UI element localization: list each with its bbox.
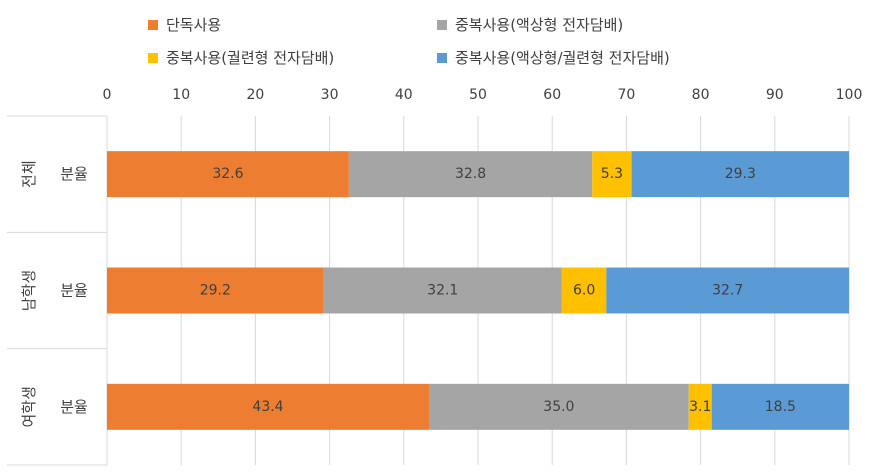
data-label-1-0: 29.2 — [200, 283, 231, 299]
legend-label-1: 중복사용(액상형 전자담배) — [455, 16, 623, 34]
group-label-2: 여학생 — [20, 386, 38, 427]
bar-1-1 — [323, 267, 562, 314]
data-label-2-2: 3.1 — [689, 399, 711, 415]
data-label-2-1: 35.0 — [543, 399, 574, 415]
tick-label-80: 80 — [692, 87, 710, 103]
tick-label-60: 60 — [543, 87, 561, 103]
bar-0-3 — [631, 151, 849, 198]
category-label-2: 분율 — [60, 398, 88, 416]
data-label-2-0: 43.4 — [252, 399, 283, 415]
group-label-1: 남학생 — [20, 270, 38, 311]
data-label-1-3: 32.7 — [712, 283, 743, 299]
tick-label-30: 30 — [321, 87, 339, 103]
legend-label-3: 중복사용(액상형/궐련형 전자담배) — [455, 49, 670, 67]
bar-0-1 — [348, 151, 593, 198]
data-label-0-2: 5.3 — [601, 166, 623, 182]
bar-1-2 — [561, 267, 607, 314]
data-label-0-1: 32.8 — [455, 166, 486, 182]
data-label-2-3: 18.5 — [765, 399, 796, 415]
x-axis-ticks: 0 10 20 30 40 50 60 70 80 90 100 — [103, 87, 863, 103]
legend-swatch-1 — [437, 20, 447, 30]
group-label-0: 전체 — [20, 160, 38, 188]
tick-label-20: 20 — [246, 87, 264, 103]
tick-label-70: 70 — [617, 87, 635, 103]
legend-swatch-2 — [148, 53, 158, 63]
tick-label-100: 100 — [836, 87, 863, 103]
tick-label-40: 40 — [395, 87, 413, 103]
bars: 32.6 32.8 5.3 29.3 29.2 32.1 6.0 32.7 43.4 35.0 3.… — [107, 151, 849, 430]
legend-label-0: 단독사용 — [166, 16, 221, 34]
bar-0-0 — [107, 151, 349, 198]
legend-label-2: 중복사용(궐련형 전자담배) — [166, 49, 334, 67]
bar-2-1 — [429, 383, 689, 430]
legend: 단독사용 중복사용(액상형 전자담배) 중복사용(궐련형 전자담배) 중복사용(액상형… — [148, 16, 670, 67]
legend-swatch-3 — [437, 53, 447, 63]
data-label-0-0: 32.6 — [212, 166, 243, 182]
bar-2-2 — [688, 383, 712, 430]
bar-1-3 — [606, 267, 849, 314]
tick-label-10: 10 — [172, 87, 190, 103]
category-label-1: 분율 — [60, 282, 88, 300]
legend-swatch-0 — [148, 20, 158, 30]
data-label-1-2: 6.0 — [573, 283, 595, 299]
bar-2-3 — [711, 383, 849, 430]
category-label-0: 분율 — [60, 165, 88, 183]
data-label-0-3: 29.3 — [725, 166, 756, 182]
tick-label-50: 50 — [469, 87, 487, 103]
data-label-1-1: 32.1 — [427, 283, 458, 299]
bar-0-2 — [592, 151, 632, 198]
bar-2-0 — [107, 383, 430, 430]
tick-label-0: 0 — [103, 87, 112, 103]
tick-label-90: 90 — [766, 87, 784, 103]
bar-1-0 — [107, 267, 324, 314]
